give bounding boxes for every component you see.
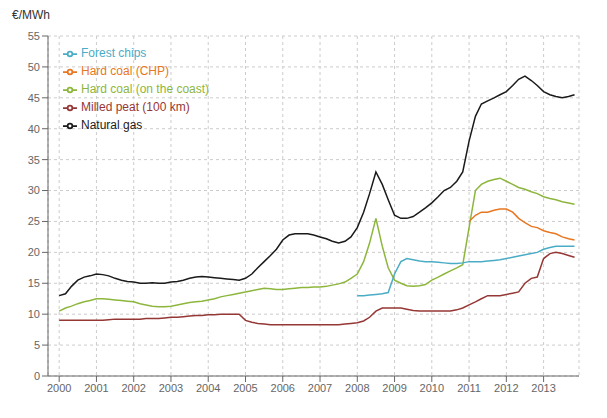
svg-text:30: 30 [28, 184, 40, 196]
svg-text:25: 25 [28, 215, 40, 227]
svg-text:2002: 2002 [121, 382, 145, 394]
html-text:Hard coal (on the coast): Hard coal (on the coast) [81, 82, 210, 96]
svg-text:0: 0 [34, 370, 40, 382]
svg-text:5: 5 [34, 339, 40, 351]
svg-text:10: 10 [28, 308, 40, 320]
svg-text:2007: 2007 [308, 382, 332, 394]
svg-text:2000: 2000 [47, 382, 71, 394]
svg-text:2003: 2003 [159, 382, 183, 394]
html-text:Hard coal (CHP): Hard coal (CHP) [81, 64, 169, 78]
svg-text:55: 55 [28, 30, 40, 42]
svg-text:20: 20 [28, 246, 40, 258]
svg-text:2013: 2013 [531, 382, 555, 394]
html-text:Natural gas: Natural gas [81, 118, 143, 132]
svg-text:2001: 2001 [84, 382, 108, 394]
svg-text:2011: 2011 [457, 382, 481, 394]
svg-text:2012: 2012 [494, 382, 518, 394]
svg-text:2008: 2008 [345, 382, 369, 394]
svg-text:2004: 2004 [196, 382, 220, 394]
svg-text:2005: 2005 [233, 382, 257, 394]
html-text:€/MWh: €/MWh [12, 8, 50, 22]
svg-text:2010: 2010 [420, 382, 444, 394]
svg-text:40: 40 [28, 123, 40, 135]
svg-text:2009: 2009 [382, 382, 406, 394]
html-text:Milled peat (100 km): Milled peat (100 km) [81, 100, 190, 114]
svg-text:50: 50 [28, 61, 40, 73]
svg-text:35: 35 [28, 154, 40, 166]
svg-text:15: 15 [28, 277, 40, 289]
html-text:Forest chips: Forest chips [81, 46, 147, 60]
svg-text:2006: 2006 [271, 382, 295, 394]
svg-text:45: 45 [28, 92, 40, 104]
